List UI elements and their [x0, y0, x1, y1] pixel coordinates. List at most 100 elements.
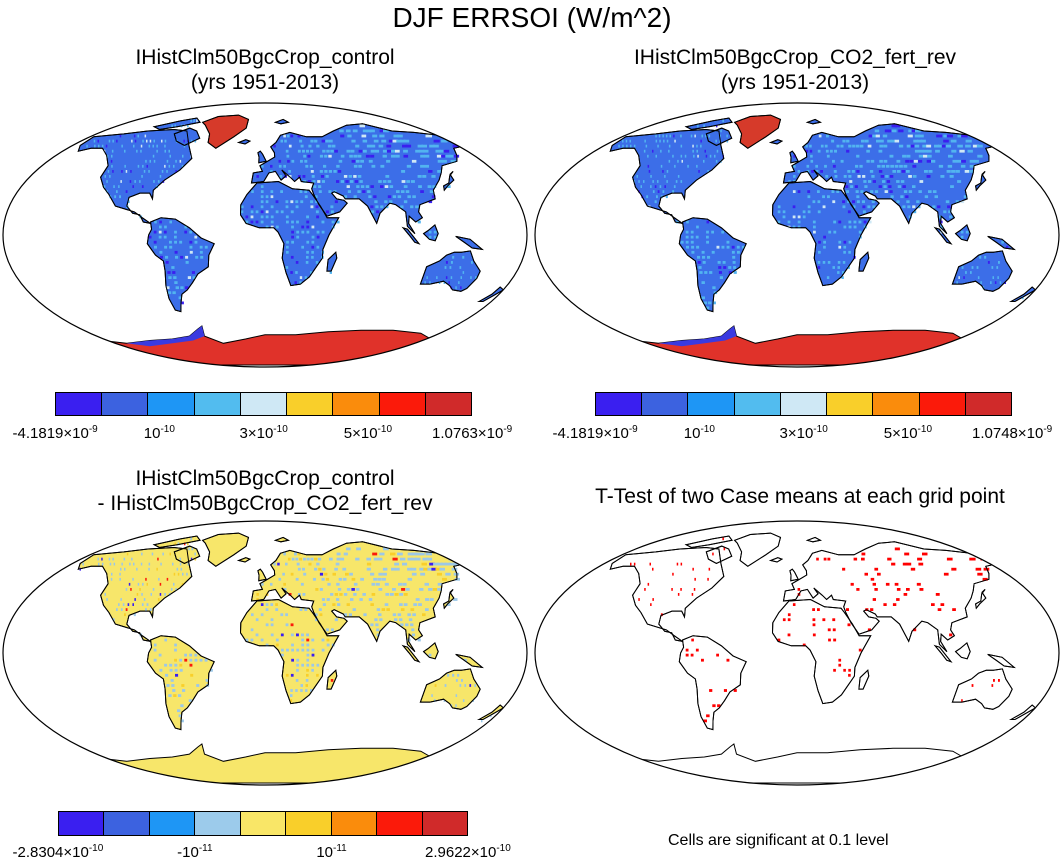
grid-cell: [832, 164, 836, 168]
grid-cell: [943, 210, 947, 214]
grid-cell: [112, 170, 114, 173]
grid-cell: [154, 220, 157, 224]
grid-cell: [452, 144, 459, 148]
grid-cell: [452, 255, 455, 259]
grid-cell: [299, 557, 303, 561]
grid-cell: [797, 220, 801, 224]
grid-cell: [304, 190, 308, 193]
grid-cell: [310, 557, 314, 561]
grid-cell: [498, 709, 501, 713]
grid-cell: [917, 557, 923, 561]
coastline: [273, 536, 290, 543]
grid-cell: [889, 190, 893, 193]
grid-cell: [142, 139, 144, 143]
grid-cell: [288, 170, 291, 173]
grid-cell: [450, 276, 453, 279]
grid-cell: [309, 164, 313, 168]
grid-cell: [841, 276, 844, 279]
antarctica-peninsula-shade: [658, 326, 737, 347]
grid-cell: [439, 567, 445, 571]
grid-cell: [633, 562, 636, 566]
grid-cell: [927, 154, 932, 158]
grid-cell: [817, 190, 820, 193]
grid-cell: [429, 598, 434, 601]
grid-cell: [455, 694, 458, 697]
grid-cell: [911, 129, 918, 133]
grid-cell: [296, 633, 299, 637]
grid-cell: [273, 144, 276, 148]
grid-cell: [336, 582, 340, 586]
grid-cell: [932, 190, 937, 193]
grid-cell: [464, 684, 467, 687]
grid-cell: [723, 547, 726, 551]
grid-cell: [105, 144, 108, 148]
grid-cell: [163, 235, 167, 239]
grid-cell: [963, 195, 968, 199]
grid-cell: [140, 562, 143, 566]
grid-cell: [104, 593, 106, 596]
grid-cell: [793, 164, 796, 168]
grid-cell: [828, 638, 831, 642]
grid-cell: [166, 577, 169, 581]
grid-cell: [705, 134, 707, 138]
grid-cell: [458, 281, 460, 284]
grid-cell: [871, 175, 875, 178]
grid-cell: [255, 210, 259, 214]
grid-cell: [326, 598, 330, 601]
grid-cell: [422, 613, 426, 617]
grid-cell: [843, 240, 847, 244]
grid-cell: [275, 638, 279, 642]
landmass-antarctica: [89, 743, 432, 784]
grid-cell: [1022, 296, 1024, 300]
coastline: [951, 668, 1013, 710]
grid-cell: [699, 271, 703, 274]
grid-cell: [829, 149, 833, 153]
grid-cell: [668, 149, 670, 153]
colorbar-segment: [688, 393, 735, 415]
grid-cell: [961, 159, 966, 163]
colorbar-tick-label: -4.1819×10-9: [552, 424, 638, 442]
grid-cell: [894, 124, 901, 128]
grid-cell: [314, 613, 318, 617]
grid-cell: [843, 245, 847, 249]
grid-cell: [899, 164, 903, 168]
grid-cell: [363, 613, 367, 617]
grid-cell: [175, 286, 179, 290]
map-layer: [77, 114, 505, 366]
colorbar-segment: [104, 812, 150, 835]
grid-cell: [950, 139, 957, 143]
grid-cell: [442, 577, 447, 581]
grid-cell: [255, 220, 259, 224]
grid-cell: [286, 240, 289, 244]
grid-cell: [410, 608, 415, 611]
grid-cell: [848, 240, 852, 244]
grid-cell: [351, 139, 356, 143]
grid-cell: [387, 195, 392, 199]
grid-cell: [368, 598, 373, 601]
grid-cell: [977, 154, 983, 158]
grid-cell: [900, 180, 905, 183]
grid-cell: [426, 557, 433, 561]
grid-cell: [375, 582, 380, 586]
grid-cell: [891, 562, 896, 566]
grid-cell: [113, 562, 116, 566]
grid-cell: [626, 144, 628, 148]
grid-cell: [370, 185, 374, 188]
map-boundary: [2, 520, 528, 786]
grid-cell: [331, 144, 336, 148]
grid-cell: [696, 245, 700, 249]
grid-cell: [340, 154, 345, 158]
grid-cell: [353, 175, 357, 178]
panel-title-line1: IHistClm50BgcCrop_control: [135, 46, 395, 69]
grid-cell: [291, 240, 294, 244]
grid-cell: [777, 210, 781, 214]
landmass-new-guinea: [987, 235, 1016, 251]
grid-cell: [924, 195, 929, 199]
grid-cell: [189, 658, 193, 662]
grid-cell: [378, 144, 384, 148]
coastline: [152, 535, 201, 549]
coastline: [678, 217, 747, 313]
grid-cell: [353, 593, 357, 596]
panel-title-top-right: IHistClm50BgcCrop_CO2_fert_rev (yrs 1951…: [550, 45, 1040, 95]
grid-cell: [319, 588, 323, 591]
